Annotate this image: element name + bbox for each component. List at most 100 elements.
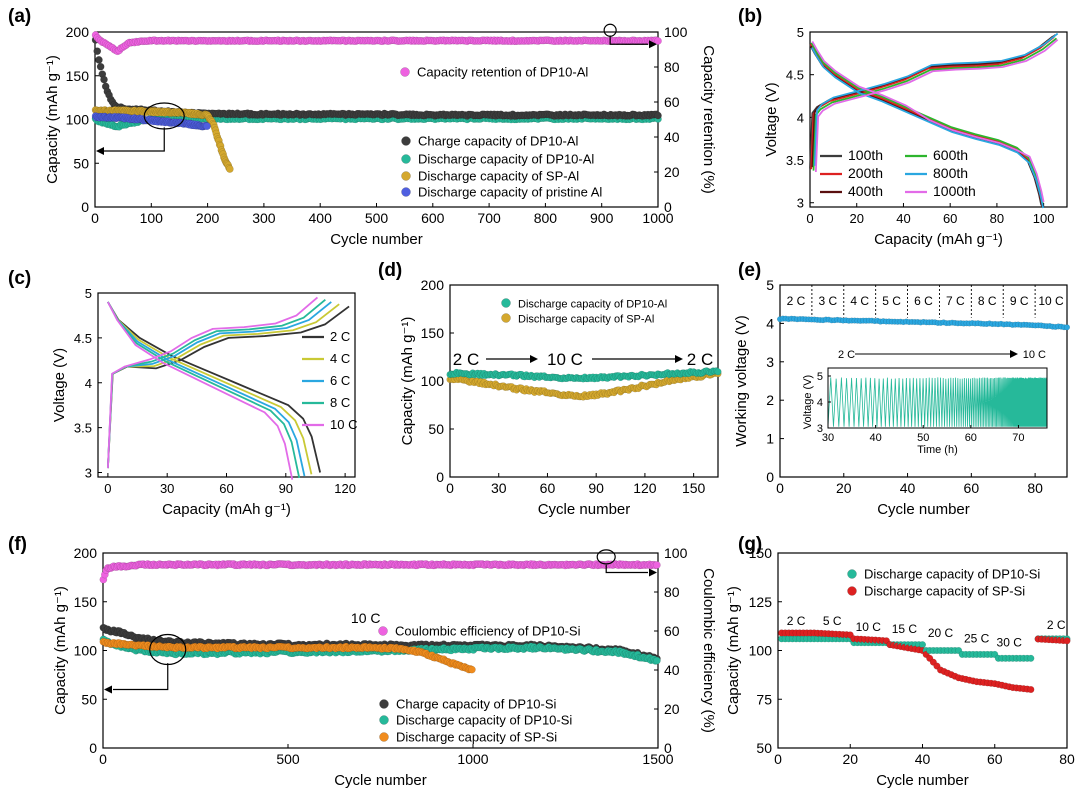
legend-entry: Capacity retention of DP10-Al xyxy=(417,65,588,80)
y-tick-label: 100 xyxy=(749,643,773,659)
legend-entry: 6 C xyxy=(330,373,350,388)
y-tick-label: 0 xyxy=(81,199,89,215)
y-axis-label: Voltage (V) xyxy=(51,348,68,422)
rate-annotation: 10 C xyxy=(547,350,583,369)
y-tick-label: 3.5 xyxy=(74,421,92,436)
legend-entry: Discharge capacity of DP10-Si xyxy=(864,567,1040,582)
panel-c: (c) 0 30 60 90 120 3 3.5 4 4.5 5 Capacity (mAh g⁻¹)… xyxy=(8,268,357,518)
legend-marker xyxy=(379,715,389,725)
legend-marker xyxy=(501,298,511,308)
x-tick-label: 0 xyxy=(446,480,454,496)
inset-y-axis-label: Voltage (V) xyxy=(802,375,814,429)
panel-d: (d) 0 30 60 90 120 150 0 50 100 150 200 Cycle number… xyxy=(378,260,722,518)
y-tick-label: 4 xyxy=(85,376,92,391)
y-tick-label: 5 xyxy=(85,286,92,301)
data-point xyxy=(1027,686,1035,694)
panel-b: (b) 0 20 40 60 80 100 3 3.5 4 4.5 5 Capacity (mAh g⁻… xyxy=(738,6,1068,248)
y-tick-label: 0 xyxy=(89,740,97,756)
legend-entry: Charge capacity of DP10-Al xyxy=(418,134,579,149)
y-tick-label: 4.5 xyxy=(74,331,92,346)
data-point xyxy=(653,656,661,665)
arrow-head xyxy=(530,355,538,363)
x-tick-label: 60 xyxy=(987,751,1003,767)
rate-label: 5 C xyxy=(882,294,901,308)
rate-label: 30 C xyxy=(997,636,1023,650)
x-tick-label: 30 xyxy=(160,481,174,496)
y-tick-label: 50 xyxy=(428,421,444,437)
y-tick-label: 0 xyxy=(766,469,774,485)
inset-x-tick-label: 60 xyxy=(965,432,977,444)
y-tick-label: 1 xyxy=(766,431,774,447)
y2-tick-label: 40 xyxy=(664,662,680,678)
x-tick-label: 0 xyxy=(104,481,111,496)
inset-annotation: 10 C xyxy=(1023,349,1046,361)
arrow-head xyxy=(649,568,657,577)
panel-e: (e) 0 20 40 60 80 0 1 2 3 4 5 Cycle number Working vo… xyxy=(733,260,1070,518)
y-tick-label: 5 xyxy=(797,25,804,40)
y-tick-label: 3.5 xyxy=(786,153,804,168)
x-tick-label: 500 xyxy=(276,751,300,767)
y-tick-label: 200 xyxy=(421,277,445,293)
y-axis-label: Capacity (mAh g⁻¹) xyxy=(399,317,416,446)
y-tick-label: 3 xyxy=(85,466,92,481)
y2-tick-label: 60 xyxy=(664,94,680,110)
y2-tick-label: 0 xyxy=(664,199,672,215)
legend-entry: 800th xyxy=(933,165,968,181)
rate-label: 15 C xyxy=(892,622,918,636)
y2-tick-label: 60 xyxy=(664,623,680,639)
data-point xyxy=(1027,654,1035,662)
y2-tick-label: 80 xyxy=(664,584,680,600)
x-axis-label: Cycle number xyxy=(334,772,427,789)
y2-axis-label: Coulombic efficiency (%) xyxy=(700,568,717,733)
curve-line xyxy=(107,301,306,477)
data-point xyxy=(919,641,927,649)
y-tick-label: 150 xyxy=(74,594,98,610)
y2-tick-label: 20 xyxy=(664,164,680,180)
legend-marker xyxy=(401,154,411,164)
x-tick-label: 20 xyxy=(836,480,852,496)
x-axis-label: Capacity (mAh g⁻¹) xyxy=(874,231,1003,248)
data-point xyxy=(653,561,661,569)
y-axis-label: Capacity (mAh g⁻¹) xyxy=(44,55,61,184)
y-tick-label: 4.5 xyxy=(786,68,804,83)
curve-line xyxy=(810,45,1044,207)
x-tick-label: 0 xyxy=(776,480,784,496)
x-tick-label: 60 xyxy=(219,481,233,496)
x-tick-label: 20 xyxy=(842,751,858,767)
y-tick-label: 75 xyxy=(756,691,772,707)
data-point xyxy=(95,56,103,64)
x-tick-label: 80 xyxy=(1059,751,1075,767)
arrow-head xyxy=(1010,350,1018,358)
panel-label: (b) xyxy=(738,6,762,27)
highlight-circle xyxy=(603,23,617,37)
rate-label: 9 C xyxy=(1010,294,1029,308)
rate-label: 10 C xyxy=(856,620,882,634)
x-tick-label: 80 xyxy=(990,211,1004,226)
data-point xyxy=(714,368,722,376)
x-tick-label: 60 xyxy=(964,480,980,496)
rate-label: 8 C xyxy=(978,294,997,308)
x-tick-label: 60 xyxy=(943,211,957,226)
y-tick-label: 4 xyxy=(766,315,774,331)
y2-tick-label: 40 xyxy=(664,129,680,145)
data-point xyxy=(1063,637,1071,645)
legend-entry: 1000th xyxy=(933,183,976,199)
arrow-head xyxy=(104,685,112,694)
legend-marker xyxy=(847,569,857,579)
inset-curve xyxy=(827,377,1048,427)
arrow-head xyxy=(96,147,104,155)
x-tick-label: 120 xyxy=(633,480,657,496)
legend-entry: Discharge capacity of SP-Al xyxy=(518,314,654,326)
x-tick-label: 100 xyxy=(140,210,164,226)
legend-entry: Coulombic efficiency of DP10-Si xyxy=(395,624,581,639)
rate-label: 4 C xyxy=(850,294,869,308)
data-point xyxy=(100,75,108,84)
y-tick-label: 3 xyxy=(797,196,804,211)
legend-marker xyxy=(401,187,411,197)
arrow-head xyxy=(675,355,683,363)
x-tick-label: 150 xyxy=(682,480,706,496)
data-point xyxy=(654,111,662,120)
y-axis-label: Working voltage (V) xyxy=(733,315,750,446)
y-tick-label: 5 xyxy=(766,277,774,293)
legend-entry: 4 C xyxy=(330,351,350,366)
